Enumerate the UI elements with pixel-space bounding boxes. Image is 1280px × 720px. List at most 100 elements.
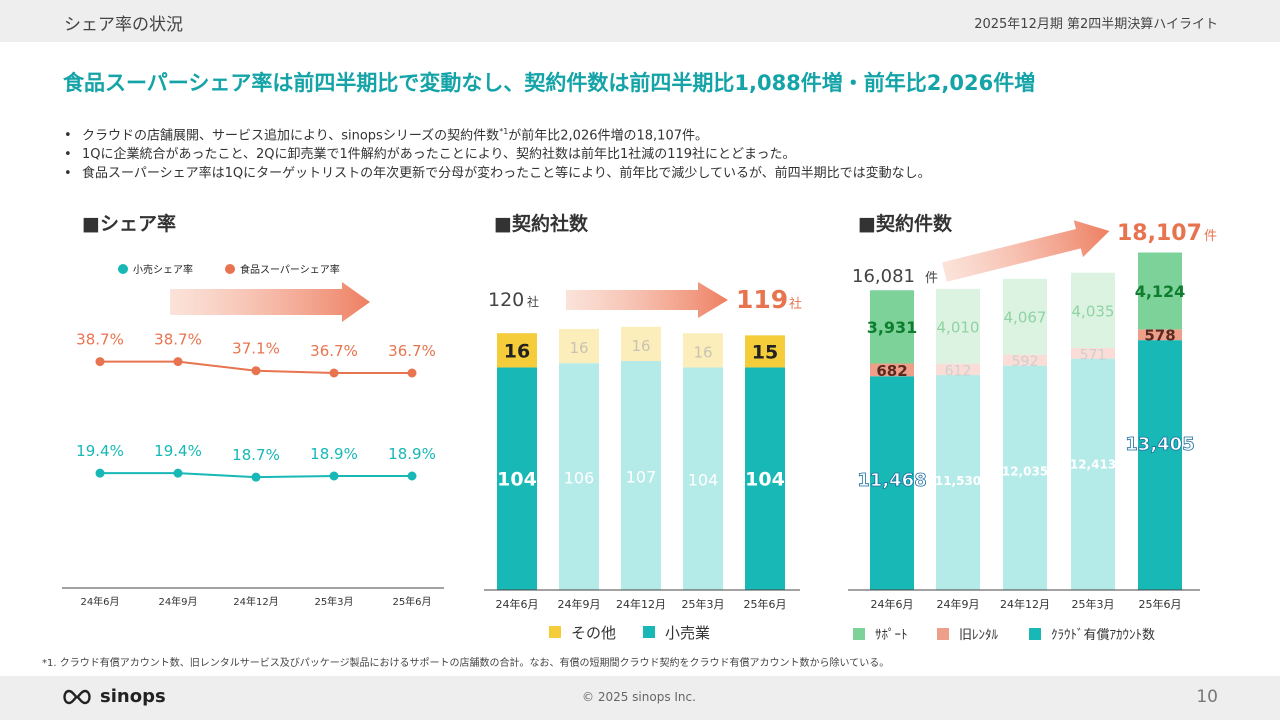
bar-support bbox=[1071, 272, 1115, 348]
bar-other-value-label: 15 bbox=[752, 341, 778, 363]
bar-rental-value-label: 682 bbox=[876, 362, 907, 380]
food-super-share-data-label: 37.1% bbox=[232, 340, 280, 358]
contracts-x-tick-label: 24年6月 bbox=[871, 597, 914, 611]
top-bar bbox=[0, 0, 1280, 42]
bar-cloud-value-label: 11,468 bbox=[857, 470, 926, 491]
bar-cloud-value-label: 12,413 bbox=[1070, 458, 1116, 472]
bar-cloud-accounts bbox=[1071, 358, 1115, 590]
footer-bar bbox=[0, 676, 1280, 720]
retail-share-data-label: 19.4% bbox=[154, 442, 202, 460]
legend-label-retail-share: 小売シェア率 bbox=[133, 263, 193, 276]
legend-label-cloud-accounts: ｸﾗｳﾄﾞ有償ｱｶｳﾝﾄ数 bbox=[1051, 628, 1155, 643]
food-super-share-data-label: 38.7% bbox=[76, 331, 124, 349]
bar-support-value-label: 3,931 bbox=[867, 318, 918, 337]
share-x-tick-label: 24年6月 bbox=[80, 595, 119, 608]
bar-retail-value-label: 104 bbox=[497, 469, 537, 491]
legend-marker-support bbox=[853, 628, 865, 640]
logo-text: sinops bbox=[100, 686, 166, 707]
headline: 食品スーパーシェア率は前四半期比で変動なし、契約件数は前四半期比1,088件増・… bbox=[63, 71, 1036, 95]
companies-start-unit: 社 bbox=[527, 294, 539, 309]
bullet-text: 1Qに企業統合があったこと、2Qに卸売業で1件解約があったことにより、契約社数は… bbox=[82, 147, 796, 163]
share-x-tick-label: 25年3月 bbox=[314, 595, 353, 608]
contracts-end-total: 18,107 bbox=[1117, 221, 1202, 246]
legend-label-other: その他 bbox=[571, 624, 616, 642]
bar-old-rental bbox=[1138, 329, 1182, 341]
bar-old-rental bbox=[936, 363, 980, 376]
share-line-chart: 小売シェア率 食品スーパーシェア率 38.7% 38.7% 37.1% 36.7% 36.7… bbox=[62, 263, 444, 608]
panel-title-companies: ■契約社数 bbox=[494, 213, 588, 235]
retail-share-data-label: 19.4% bbox=[76, 442, 124, 460]
companies-x-tick-label: 25年6月 bbox=[744, 597, 787, 611]
bar-other-value-label: 16 bbox=[569, 339, 588, 357]
companies-bar-chart: 104 16 106 16 107 16 104 16 104 15 24年6月 24年9月 24年12… bbox=[484, 282, 802, 642]
bar-support bbox=[870, 290, 914, 364]
legend-marker-old-rental bbox=[937, 628, 949, 640]
share-x-tick-label: 24年9月 bbox=[158, 595, 197, 608]
companies-end-total: 119 bbox=[736, 285, 788, 314]
food-super-share-data-label: 38.7% bbox=[154, 331, 202, 349]
trend-arrow-share bbox=[170, 282, 370, 322]
companies-start-total: 120 bbox=[488, 289, 524, 311]
bar-retail-value-label: 106 bbox=[564, 469, 595, 488]
bar-support-value-label: 4,124 bbox=[1135, 282, 1186, 301]
bar-other bbox=[683, 333, 723, 368]
bar-retail bbox=[745, 367, 785, 590]
bar-cloud-value-label: 13,405 bbox=[1125, 434, 1194, 455]
footnote: *1. クラウド有償アカウント数、旧レンタルサービス及びパッケージ製品におけるサ… bbox=[42, 658, 890, 669]
retail-share-data-label: 18.7% bbox=[232, 446, 280, 464]
infinity-logo-icon bbox=[63, 689, 91, 704]
bullet-text: 食品スーパーシェア率は1Qにターゲットリストの年次更新で分母が変わったこと等によ… bbox=[82, 166, 931, 182]
bar-support-value-label: 4,010 bbox=[937, 318, 980, 336]
food-super-share-point bbox=[251, 366, 261, 376]
legend-marker-cloud-accounts bbox=[1029, 628, 1041, 640]
legend-marker-retail bbox=[643, 626, 655, 638]
bar-other bbox=[745, 335, 785, 368]
contracts-bar-chart: 11,468 682 3,931 11,530 612 4,010 12,035 592 4,0… bbox=[848, 220, 1217, 643]
retail-share-point bbox=[251, 472, 261, 482]
bar-cloud-accounts bbox=[936, 375, 980, 590]
bar-cloud-accounts bbox=[1003, 365, 1047, 590]
share-x-tick-label: 24年12月 bbox=[233, 595, 278, 608]
contracts-end-unit: 件 bbox=[1204, 229, 1217, 244]
copyright: © 2025 sinops Inc. bbox=[582, 690, 696, 704]
panel-title-contracts: ■契約件数 bbox=[858, 213, 952, 235]
legend-label-retail: 小売業 bbox=[665, 624, 710, 642]
food-super-share-point bbox=[173, 357, 183, 367]
legend-marker-retail-share bbox=[118, 264, 128, 274]
bar-old-rental bbox=[1003, 354, 1047, 366]
contracts-start-unit: 件 bbox=[925, 271, 938, 286]
bar-other bbox=[559, 328, 599, 364]
legend-label-old-rental: 旧ﾚﾝﾀﾙ bbox=[959, 628, 999, 643]
bar-retail-value-label: 104 bbox=[688, 471, 719, 490]
bar-retail-value-label: 104 bbox=[745, 469, 785, 491]
food-super-share-point bbox=[407, 368, 417, 378]
legend-marker-other bbox=[549, 626, 561, 638]
bar-cloud-value-label: 11,530 bbox=[935, 474, 981, 488]
bar-other bbox=[621, 326, 661, 362]
legend-marker-food-super-share bbox=[225, 264, 235, 274]
food-super-share-data-label: 36.7% bbox=[388, 342, 436, 360]
bullet-item: • 1Qに企業統合があったこと、2Qに卸売業で1件解約があったことにより、契約社数… bbox=[64, 147, 796, 163]
bar-rental-value-label: 578 bbox=[1144, 327, 1175, 345]
bar-rental-value-label: 571 bbox=[1080, 347, 1107, 363]
legend-label-food-super-share: 食品スーパーシェア率 bbox=[240, 263, 340, 276]
trend-arrow-companies bbox=[566, 282, 728, 318]
bar-support-value-label: 4,067 bbox=[1004, 309, 1047, 327]
section-title: シェア率の状況 bbox=[64, 15, 183, 35]
bar-retail bbox=[497, 367, 537, 590]
companies-x-tick-label: 24年12月 bbox=[616, 597, 666, 611]
bar-cloud-accounts bbox=[870, 376, 914, 590]
bar-rental-value-label: 592 bbox=[1012, 354, 1039, 370]
contracts-x-tick-label: 25年3月 bbox=[1072, 597, 1115, 611]
sinops-logo: sinops bbox=[60, 686, 166, 707]
bar-support-value-label: 4,035 bbox=[1072, 302, 1115, 320]
retail-share-point bbox=[95, 468, 105, 478]
bullet-text-tail: が前年比2,026件増の18,107件。 bbox=[508, 128, 708, 144]
trend-arrow-contracts-shape bbox=[942, 220, 1110, 282]
food-super-share-point bbox=[329, 368, 339, 378]
bar-other-value-label: 16 bbox=[631, 337, 650, 355]
food-super-share-data-label: 36.7% bbox=[310, 342, 358, 360]
share-x-tick-label: 25年6月 bbox=[392, 595, 431, 608]
contracts-x-tick-label: 24年9月 bbox=[937, 597, 980, 611]
